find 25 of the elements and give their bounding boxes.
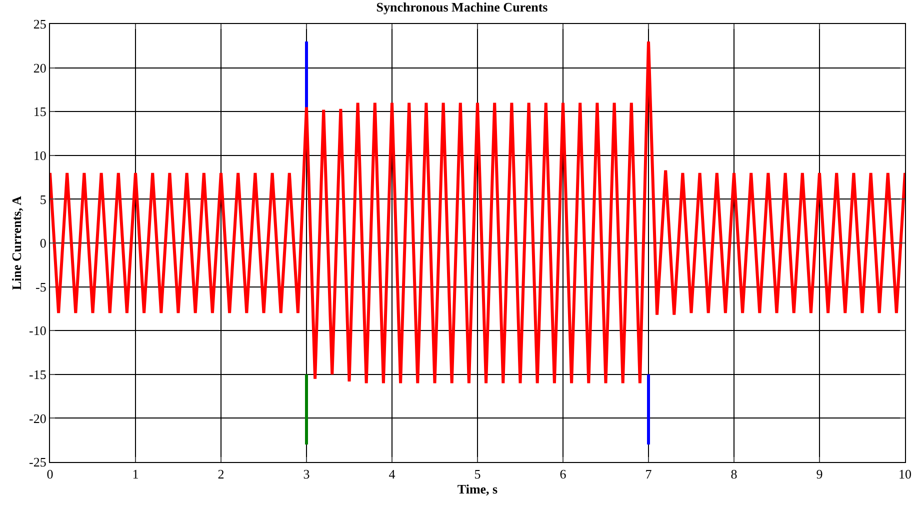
y-tick-label: -10 bbox=[29, 323, 46, 338]
x-tick-label: 1 bbox=[132, 466, 139, 482]
y-tick-label: -5 bbox=[36, 279, 46, 294]
y-tick-label: 5 bbox=[40, 192, 46, 207]
chart-title: Synchronous Machine Curents bbox=[376, 0, 548, 15]
x-axis-title: Time, s bbox=[457, 482, 498, 497]
x-tick-label: 2 bbox=[218, 466, 224, 482]
x-tick-label: 10 bbox=[898, 466, 912, 482]
y-tick-label: 20 bbox=[33, 60, 46, 76]
y-tick-label: 25 bbox=[33, 16, 46, 32]
y-tick-label: 15 bbox=[33, 104, 46, 120]
x-tick-label: 3 bbox=[303, 466, 310, 482]
x-tick-label: 9 bbox=[816, 466, 823, 482]
x-tick-label: 8 bbox=[730, 466, 738, 482]
x-tick-label: 7 bbox=[645, 466, 652, 482]
y-tick-label: -25 bbox=[29, 454, 46, 470]
y-tick-label: 0 bbox=[40, 236, 46, 251]
y-tick-label: -20 bbox=[29, 410, 46, 426]
x-tick-label: 4 bbox=[388, 466, 396, 482]
x-tick-label: 5 bbox=[474, 466, 481, 482]
y-axis-title: Line Currents, A bbox=[9, 195, 24, 290]
x-tick-label: 6 bbox=[560, 466, 567, 482]
line-series bbox=[50, 40, 905, 385]
y-tick-label: -15 bbox=[29, 366, 46, 382]
y-tick-label: 10 bbox=[33, 148, 46, 163]
